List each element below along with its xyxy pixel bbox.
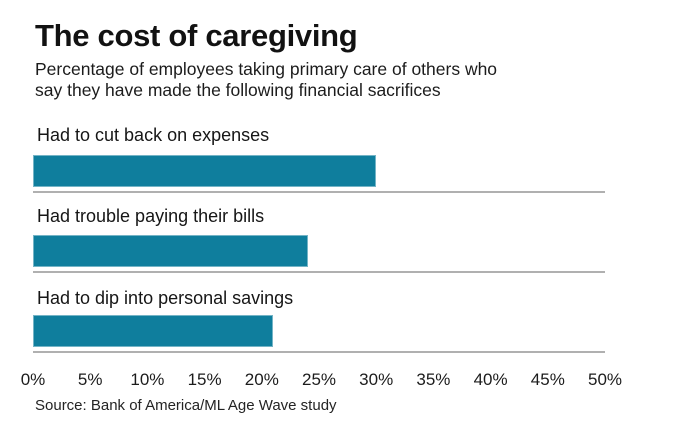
category-label-bills: Had trouble paying their bills bbox=[37, 206, 265, 226]
x-tick-label: 5% bbox=[77, 370, 103, 389]
source-note: Source: Bank of America/ML Age Wave stud… bbox=[35, 397, 337, 414]
x-tick-label: 50% bbox=[587, 370, 623, 389]
chart-subtitle: Percentage of employees taking primary c… bbox=[35, 59, 498, 100]
x-axis: 0% 5% 10% 15% 20% 25% 30% 35% 40% 45% 50… bbox=[21, 370, 622, 392]
bar-track bbox=[33, 155, 605, 193]
chart-title: The cost of caregiving bbox=[35, 18, 358, 53]
bar-track bbox=[33, 315, 605, 353]
bar-cut-back-on-expenses bbox=[33, 155, 377, 187]
bar-trouble-paying-bills bbox=[33, 235, 308, 267]
x-tick-label: 25% bbox=[301, 370, 337, 389]
x-tick-label: 0% bbox=[20, 370, 46, 389]
x-tick-label: 40% bbox=[473, 370, 508, 389]
bar-track bbox=[33, 235, 605, 273]
x-tick-label: 20% bbox=[244, 370, 279, 389]
bar-dip-into-savings bbox=[33, 315, 274, 347]
x-tick-label: 45% bbox=[530, 370, 565, 389]
x-tick-label: 35% bbox=[416, 370, 451, 389]
category-label-expenses: Had to cut back on expenses bbox=[37, 125, 270, 145]
category-label-savings: Had to dip into personal savings bbox=[37, 288, 294, 308]
x-tick-label: 30% bbox=[359, 370, 394, 389]
x-tick-label: 10% bbox=[130, 370, 165, 389]
x-tick-label: 15% bbox=[187, 370, 222, 389]
